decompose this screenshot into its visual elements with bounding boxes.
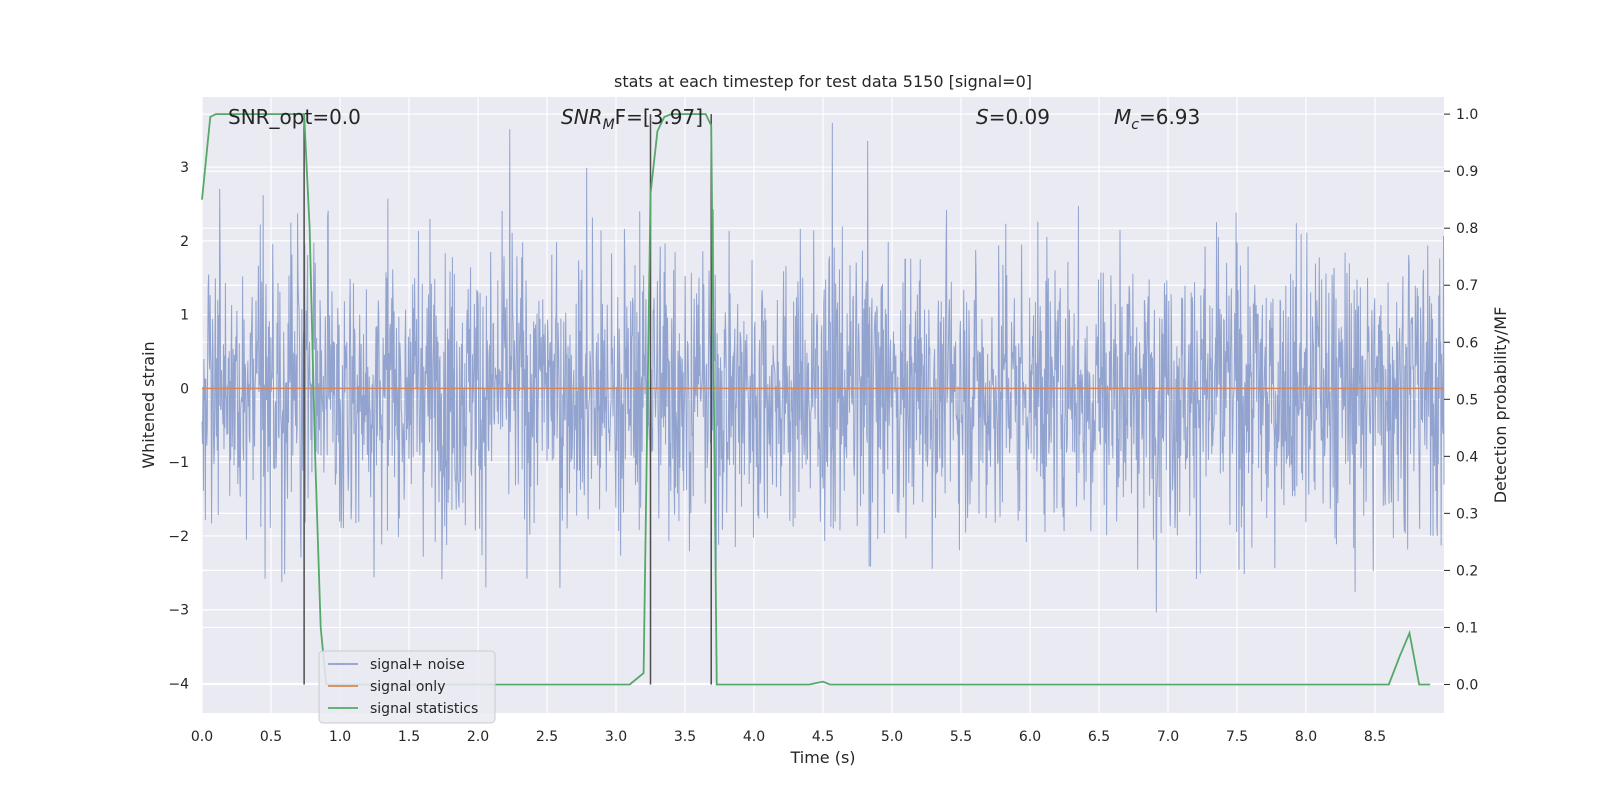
x-axis-label: Time (s) — [789, 748, 855, 767]
legend-label-signal-statistics: signal statistics — [370, 701, 478, 717]
legend-box — [318, 650, 496, 724]
series-signal-plus-noise — [201, 122, 1445, 613]
y-left-tick-3: 0 — [180, 381, 189, 397]
y-left-axis-label: Whitened strain — [139, 341, 158, 468]
annotation-snr-mf-main: SNR — [561, 105, 603, 129]
x-tick-2: 1.0 — [329, 729, 351, 745]
x-tick-10: 5.0 — [881, 729, 903, 745]
y-left-tick-1: 2 — [180, 234, 189, 250]
y-right-tick-9: 0.1 — [1456, 620, 1478, 636]
annotation-mc-main: M — [1114, 105, 1131, 129]
annotation-snr-mf-sub: M — [603, 117, 615, 133]
y-right-axis-label: Detection probability/MF — [1491, 307, 1510, 504]
x-tick-0: 0.0 — [191, 729, 213, 745]
x-tick-4: 2.0 — [467, 729, 489, 745]
series-signal-statistics — [201, 113, 1431, 686]
y-left-tick-2: 1 — [180, 308, 189, 324]
legend: signal+ noise signal only signal statist… — [318, 650, 496, 724]
annotation-snr-mf-rest: F=[3.97] — [615, 105, 703, 129]
annotation-snr-mf: SNRMF=[3.97] — [561, 105, 703, 133]
legend-label-signal-only: signal only — [370, 679, 445, 695]
signal-plus-noise-line — [201, 122, 1445, 613]
annotation-mc-rest: =6.93 — [1139, 105, 1200, 129]
x-tick-6: 3.0 — [605, 729, 627, 745]
y-right-tick-0: 1.0 — [1456, 107, 1478, 123]
y-right-tick-5: 0.5 — [1456, 392, 1478, 408]
annotation-mc: Mc=6.93 — [1114, 105, 1200, 133]
annotation-mc-sub: c — [1131, 117, 1139, 133]
x-tick-15: 7.5 — [1226, 729, 1248, 745]
y-right-tick-6: 0.4 — [1456, 449, 1478, 465]
annotation-s-rest: =0.09 — [989, 105, 1050, 129]
x-tick-5: 2.5 — [536, 729, 558, 745]
y-right-tick-7: 0.3 — [1456, 506, 1478, 522]
x-tick-14: 7.0 — [1157, 729, 1179, 745]
y-left-tick-4: −1 — [168, 455, 189, 471]
x-tick-9: 4.5 — [812, 729, 834, 745]
x-tick-1: 0.5 — [260, 729, 282, 745]
annotation-s: S=0.09 — [976, 105, 1050, 129]
y-right-tick-3: 0.7 — [1456, 278, 1478, 294]
x-tick-labels: 0.0 0.5 1.0 1.5 2.0 2.5 3.0 3.5 4.0 4.5 5.0 5.5 6.0 6… — [191, 729, 1386, 745]
y-right-tick-1: 0.9 — [1456, 164, 1478, 180]
signal-statistics-line — [201, 113, 1431, 686]
y-left-tick-7: −4 — [168, 676, 189, 692]
y-right-tick-labels: 1.0 0.9 0.8 0.7 0.6 0.5 0.4 0.3 0.2 0.1 0.0 — [1444, 107, 1478, 693]
y-left-tick-0: 3 — [180, 160, 189, 176]
x-tick-3: 1.5 — [398, 729, 420, 745]
x-tick-12: 6.0 — [1019, 729, 1041, 745]
legend-label-signal-plus-noise: signal+ noise — [370, 657, 465, 673]
x-tick-8: 4.0 — [743, 729, 765, 745]
y-right-tick-10: 0.0 — [1456, 677, 1478, 693]
y-left-tick-5: −2 — [168, 529, 189, 545]
y-left-tick-labels: 3 2 1 0 −1 −2 −3 −4 — [168, 160, 189, 692]
chart-title: stats at each timestep for test data 515… — [614, 72, 1032, 91]
y-left-tick-6: −3 — [168, 603, 189, 619]
annotation-s-main: S — [976, 105, 989, 129]
x-tick-16: 8.0 — [1295, 729, 1317, 745]
x-tick-11: 5.5 — [950, 729, 972, 745]
annotation-snr-opt: SNR_opt=0.0 — [228, 105, 361, 129]
x-tick-17: 8.5 — [1364, 729, 1386, 745]
y-right-tick-2: 0.8 — [1456, 221, 1478, 237]
y-right-tick-8: 0.2 — [1456, 563, 1478, 579]
x-tick-7: 3.5 — [674, 729, 696, 745]
x-tick-13: 6.5 — [1088, 729, 1110, 745]
y-right-tick-4: 0.6 — [1456, 335, 1478, 351]
